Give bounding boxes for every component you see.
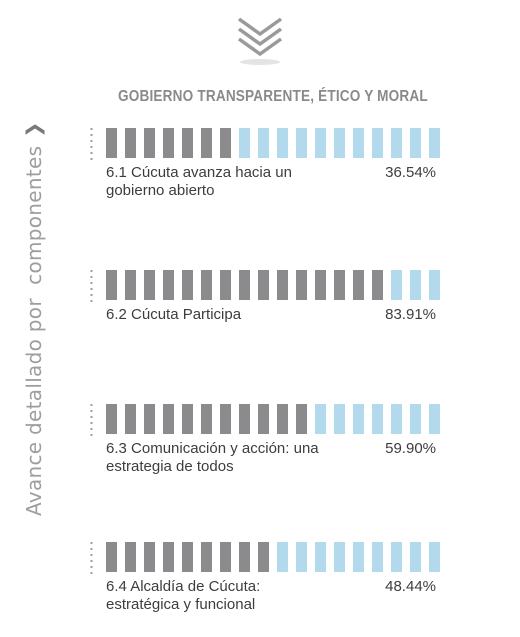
chevron-right-icon: ❯ [23, 121, 45, 138]
bar-segment-filled [201, 404, 212, 434]
bar-segment-empty [372, 128, 383, 158]
bar-segment-filled [258, 542, 269, 572]
bar-segment-empty [277, 128, 288, 158]
bar-segment-filled [239, 270, 250, 300]
bar-segment-filled [334, 270, 345, 300]
bar-segment-empty [296, 542, 307, 572]
bar-segment-filled [277, 404, 288, 434]
bar-segment-filled [144, 404, 155, 434]
bar-segment-empty [410, 270, 421, 300]
bar-segment-empty [334, 542, 345, 572]
bar-segment-empty [372, 404, 383, 434]
component-percent: 83.91% [385, 306, 436, 323]
bar-segment-empty [391, 542, 402, 572]
component-label: 6.2 Cúcuta Participa [106, 306, 242, 323]
bar-segment-empty [315, 542, 326, 572]
bar-segment-empty [410, 404, 421, 434]
bar-segment-empty [239, 128, 250, 158]
bar-segment-filled [144, 270, 155, 300]
bar-segment-filled [106, 128, 117, 158]
bar-segment-filled [163, 542, 174, 572]
bar-segment-filled [372, 270, 383, 300]
dotted-marker [90, 540, 93, 574]
bar-segment-filled [201, 270, 212, 300]
bar-segment-filled [125, 542, 136, 572]
side-label: Avance detallado por componentes ❯ [21, 92, 47, 516]
bar-segment-empty [277, 542, 288, 572]
bar-segment-empty [429, 128, 440, 158]
bar-segment-filled [296, 270, 307, 300]
bar-segment-filled [201, 542, 212, 572]
bar-segment-filled [106, 270, 117, 300]
bar-segment-filled [201, 128, 212, 158]
bar-segment-empty [315, 128, 326, 158]
progress-bars [106, 542, 440, 572]
bar-segment-empty [258, 128, 269, 158]
bar-segment-filled [163, 404, 174, 434]
bar-segment-empty [429, 404, 440, 434]
bar-segment-filled [220, 542, 231, 572]
bar-segment-filled [182, 128, 193, 158]
bar-segment-filled [144, 128, 155, 158]
bar-segment-empty [429, 542, 440, 572]
bar-segment-filled [315, 270, 326, 300]
bar-segment-filled [220, 270, 231, 300]
chart-title: GOBIERNO TRANSPARENTE, ÉTICO Y MORAL [118, 88, 428, 105]
bar-segment-filled [125, 270, 136, 300]
bar-segment-filled [144, 542, 155, 572]
bar-segment-filled [353, 270, 364, 300]
bar-segment-empty [410, 542, 421, 572]
bar-segment-filled [106, 404, 117, 434]
bar-segment-filled [182, 542, 193, 572]
bar-segment-filled [258, 404, 269, 434]
bar-segment-filled [277, 270, 288, 300]
component-label: 6.4 Alcaldía de Cúcuta: estratégica y fu… [106, 578, 261, 613]
bar-segment-filled [106, 542, 117, 572]
bar-segment-empty [315, 404, 326, 434]
bar-segment-empty [334, 404, 345, 434]
chevron-down-icon [237, 17, 283, 65]
bar-segment-filled [125, 404, 136, 434]
bar-segment-filled [220, 128, 231, 158]
component-label: 6.1 Cúcuta avanza hacia un gobierno abie… [106, 164, 292, 199]
component-label: 6.3 Comunicación y acción: una estrategi… [106, 440, 319, 475]
component-percent: 36.54% [385, 164, 436, 181]
bar-segment-filled [182, 404, 193, 434]
progress-bars [106, 404, 440, 434]
progress-bars [106, 270, 440, 300]
dotted-marker [90, 268, 93, 302]
bar-segment-empty [429, 270, 440, 300]
bar-segment-empty [391, 128, 402, 158]
bar-segment-empty [296, 128, 307, 158]
bar-segment-empty [372, 542, 383, 572]
bar-segment-filled [239, 404, 250, 434]
bar-segment-filled [220, 404, 231, 434]
bar-segment-filled [258, 270, 269, 300]
bar-segment-empty [353, 128, 364, 158]
bar-segment-empty [353, 542, 364, 572]
dotted-marker [90, 126, 93, 160]
side-label-text: Avance detallado por componentes [22, 145, 46, 516]
bar-segment-filled [163, 270, 174, 300]
bar-segment-filled [125, 128, 136, 158]
bar-segment-empty [353, 404, 364, 434]
component-percent: 48.44% [385, 578, 436, 595]
bar-segment-empty [391, 270, 402, 300]
bar-segment-filled [296, 404, 307, 434]
progress-bars [106, 128, 440, 158]
bar-segment-empty [334, 128, 345, 158]
bar-segment-empty [410, 128, 421, 158]
dotted-marker [90, 402, 93, 436]
bar-segment-filled [239, 542, 250, 572]
bar-segment-empty [391, 404, 402, 434]
component-percent: 59.90% [385, 440, 436, 457]
bar-segment-filled [163, 128, 174, 158]
bar-segment-filled [182, 270, 193, 300]
